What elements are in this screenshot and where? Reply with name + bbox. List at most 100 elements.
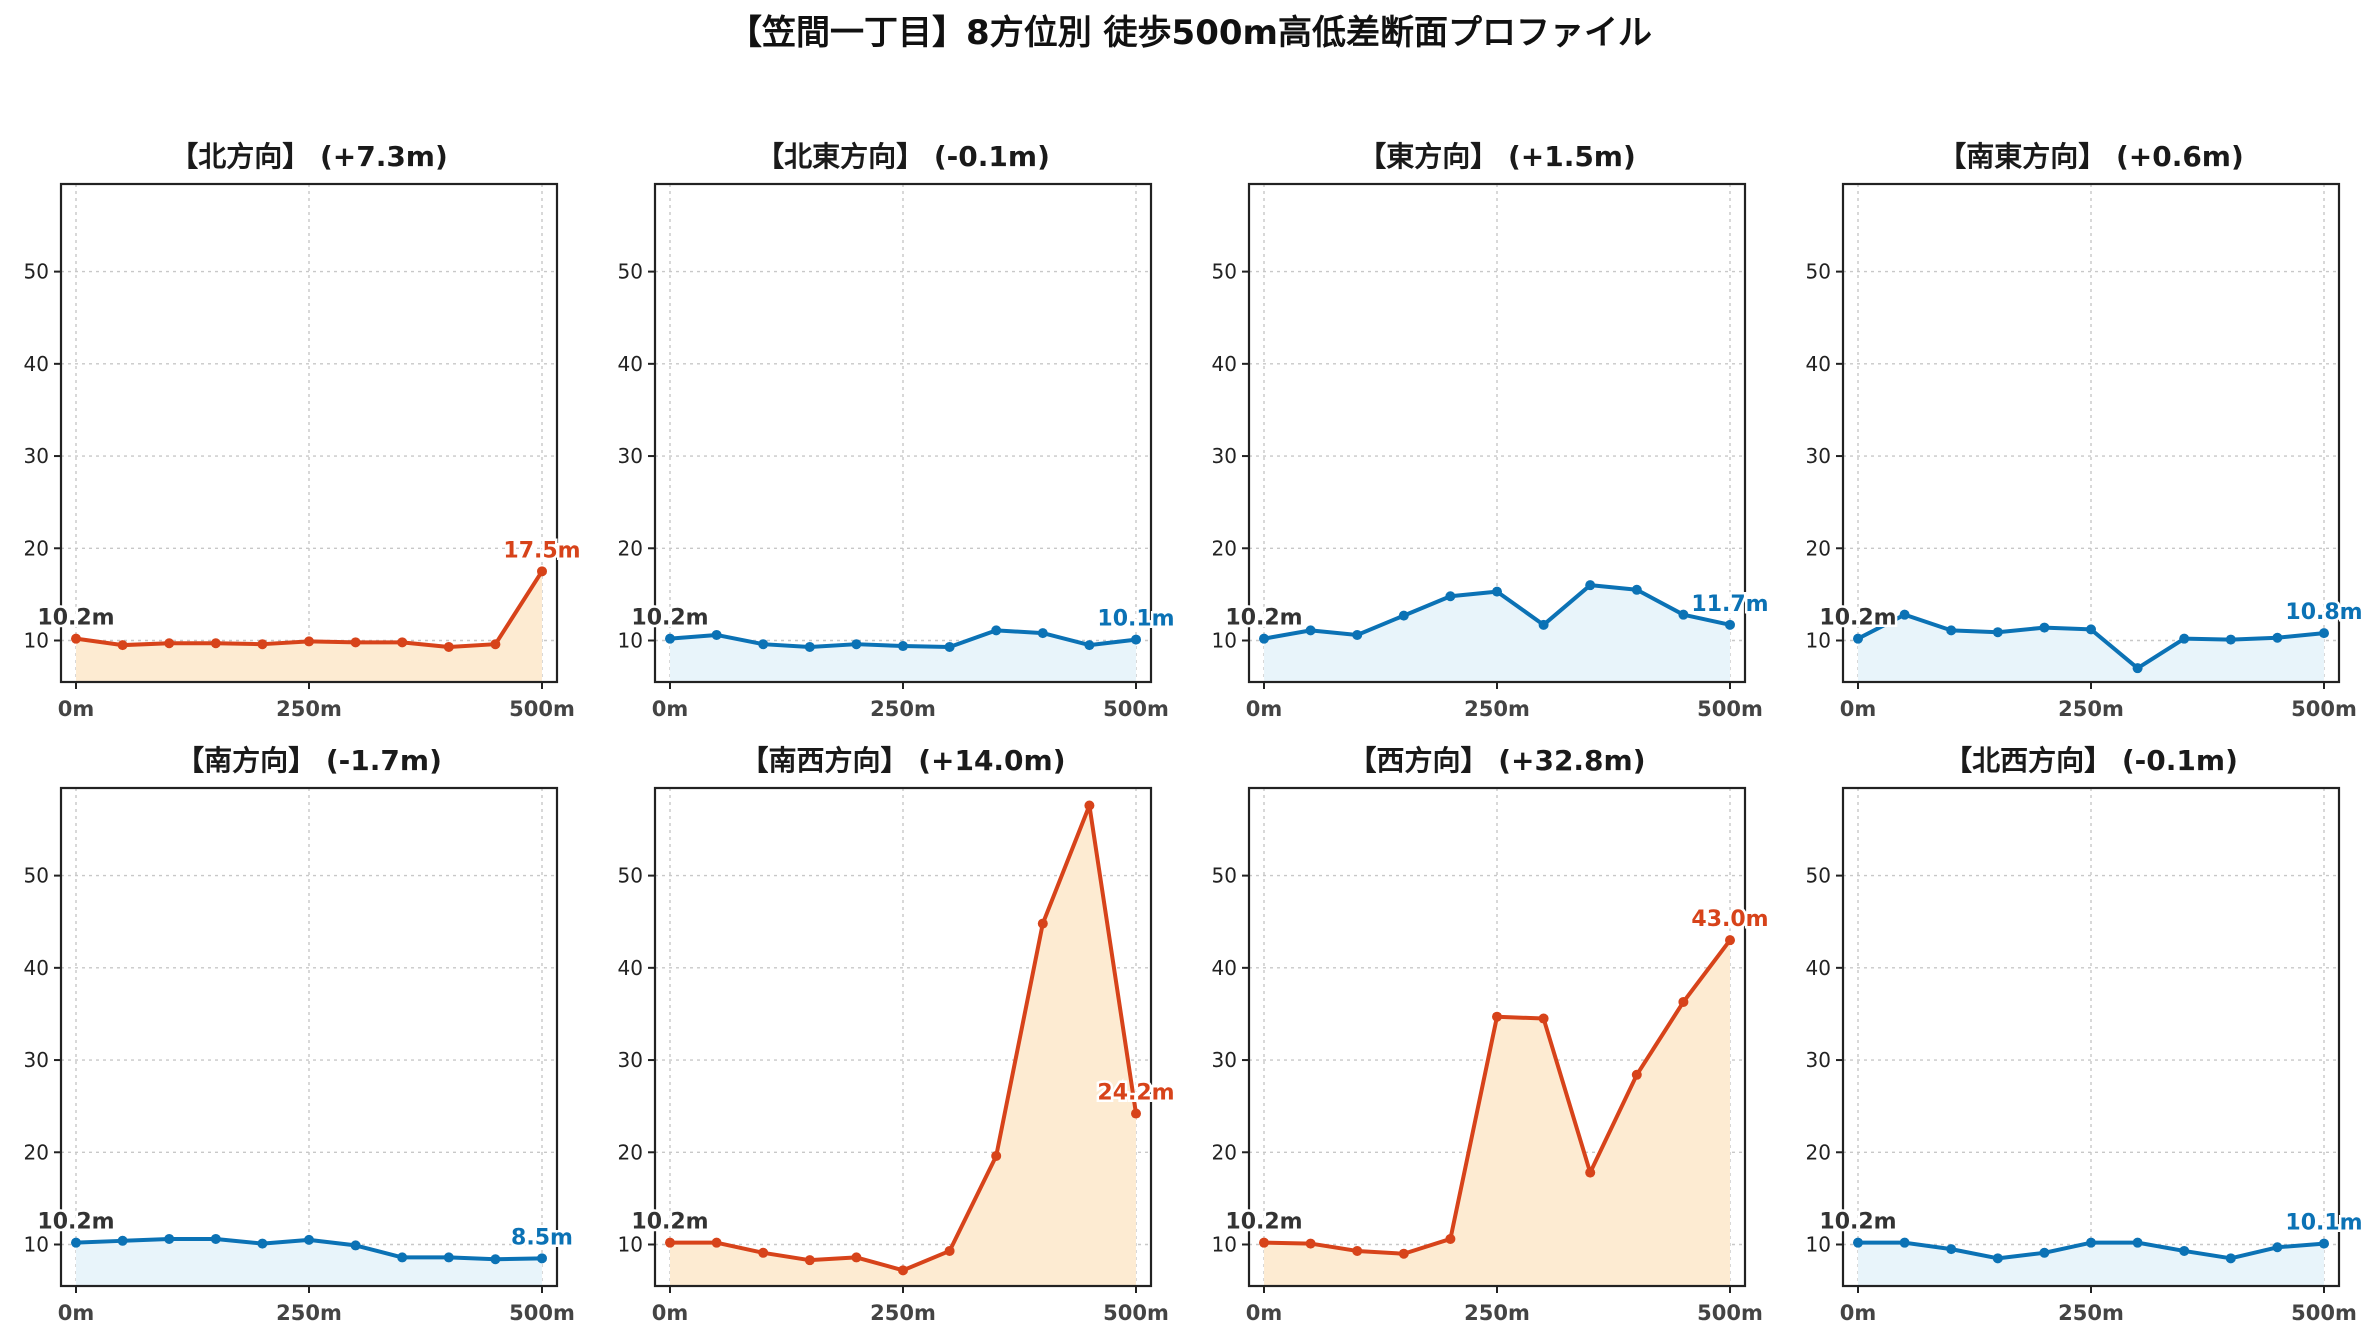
profile-point (1492, 1011, 1502, 1022)
y-tick-label: 40 (1806, 956, 1831, 980)
profile-point (537, 566, 547, 577)
x-tick-label: 0m (58, 1301, 95, 1325)
profile-point (71, 633, 81, 644)
y-tick-label: 10 (24, 1233, 49, 1257)
y-tick-label: 10 (24, 629, 49, 653)
profile-point (1259, 1237, 1269, 1248)
profile-point (1084, 640, 1095, 651)
profile-point (350, 637, 361, 648)
profile-point (665, 1237, 675, 1248)
profile-area (670, 630, 1136, 682)
y-tick-label: 40 (1212, 352, 1237, 376)
x-tick-label: 250m (1464, 1301, 1530, 1325)
x-tick-label: 0m (1840, 1301, 1877, 1325)
profile-point (2179, 633, 2190, 644)
profile-point (1352, 629, 1363, 640)
profile-point (257, 639, 268, 650)
y-tick-label: 30 (1806, 1048, 1831, 1072)
x-tick-label: 250m (1464, 697, 1530, 721)
axes-frame (59, 182, 559, 684)
profile-point (350, 1240, 361, 1251)
panel-title: 【南東方向】 (+0.6m) (1938, 140, 2244, 173)
profile-point (1946, 625, 1957, 636)
profile-point (1305, 625, 1316, 636)
y-tick-label: 40 (618, 956, 643, 980)
y-tick-label: 50 (1212, 864, 1237, 888)
x-tick-label: 0m (652, 1301, 689, 1325)
profile-point (711, 1237, 722, 1248)
x-tick-label: 250m (870, 1301, 936, 1325)
x-tick-label: 500m (509, 697, 575, 721)
start-value-label: 10.2m (37, 606, 114, 631)
profile-point (1352, 1245, 1363, 1256)
end-value-label: 10.1m (1097, 607, 1174, 632)
y-tick-label: 20 (1806, 536, 1831, 560)
y-tick-label: 30 (1212, 1048, 1237, 1072)
profile-point (117, 1235, 128, 1246)
profile-point (1725, 935, 1735, 946)
profile-point (2132, 663, 2143, 674)
profile-line (75, 570, 544, 649)
profile-point (1037, 628, 1048, 639)
start-value-label: 10.2m (1225, 1210, 1302, 1235)
y-tick-label: 40 (24, 352, 49, 376)
x-tick-label: 250m (276, 697, 342, 721)
profile-point (490, 639, 501, 650)
profile-point (898, 641, 908, 652)
panel-title: 【西方向】 (+32.8m) (1348, 744, 1645, 777)
profile-area (76, 571, 542, 682)
y-tick-label: 20 (24, 1140, 49, 1164)
profile-area (1264, 585, 1730, 682)
profile-point (2039, 1247, 2050, 1258)
y-tick-label: 10 (1806, 629, 1831, 653)
start-value-label: 10.2m (1819, 606, 1896, 631)
x-tick-label: 500m (1697, 1301, 1763, 1325)
x-tick-label: 250m (2058, 1301, 2124, 1325)
profile-point (2086, 1237, 2096, 1248)
profile-point (758, 639, 769, 650)
y-tick-label: 20 (618, 536, 643, 560)
profile-point (2319, 1238, 2329, 1249)
y-tick-label: 10 (1806, 1233, 1831, 1257)
profile-point (1445, 591, 1456, 602)
end-value-label: 17.5m (503, 538, 580, 563)
profile-point (257, 1238, 268, 1249)
profile-point (1585, 1167, 1596, 1178)
axes-frame (1841, 182, 2341, 684)
x-tick-label: 0m (58, 697, 95, 721)
profile-point (851, 639, 862, 650)
profile-point (2039, 622, 2050, 633)
start-value-label: 10.2m (1225, 606, 1302, 631)
x-tick-label: 0m (652, 697, 689, 721)
profile-point (304, 1234, 314, 1245)
panel-title: 【北東方向】 (-0.1m) (756, 140, 1050, 173)
profile-point (1678, 609, 1689, 620)
profile-area (1858, 1242, 2324, 1286)
profile-point (1398, 1248, 1409, 1259)
axes-frame (59, 786, 559, 1288)
panel-title: 【北方向】 (+7.3m) (170, 140, 448, 173)
y-tick-label: 30 (24, 1048, 49, 1072)
y-tick-label: 20 (24, 536, 49, 560)
profile-point (2086, 624, 2096, 635)
profile-point (898, 1265, 908, 1276)
x-tick-label: 500m (1103, 1301, 1169, 1325)
y-tick-label: 40 (24, 956, 49, 980)
start-value-label: 10.2m (37, 1210, 114, 1235)
profile-point (1538, 1013, 1549, 1024)
end-value-label: 10.8m (2285, 600, 2362, 625)
profile-point (1992, 1253, 2003, 1264)
x-tick-label: 0m (1246, 1301, 1283, 1325)
panel-title: 【南方向】 (-1.7m) (176, 744, 442, 777)
profile-point (210, 638, 221, 649)
profile-point (1725, 619, 1735, 630)
profile-point (397, 637, 408, 648)
profile-point (2272, 632, 2283, 643)
panel-title: 【南西方向】 (+14.0m) (740, 744, 1065, 777)
profile-point (1678, 996, 1689, 1007)
profile-point (1946, 1244, 1957, 1255)
y-tick-label: 50 (1806, 260, 1831, 284)
